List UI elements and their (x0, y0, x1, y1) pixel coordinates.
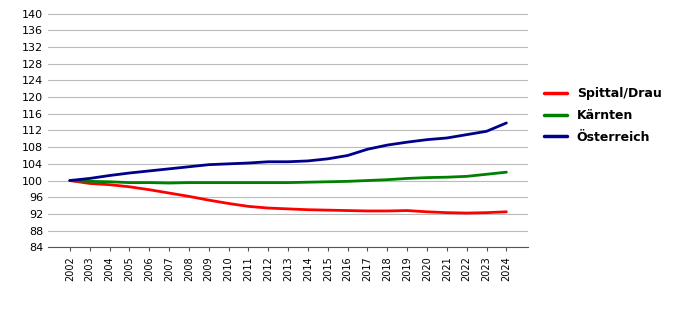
Österreich (224, 162, 233, 166)
Kärnten (482, 172, 490, 176)
Österreich (324, 157, 332, 161)
Österreich (204, 163, 213, 166)
Spittal/Drau (324, 208, 332, 212)
Österreich (66, 178, 74, 182)
Kärnten (364, 178, 372, 182)
Kärnten (403, 177, 412, 180)
Österreich (482, 129, 490, 133)
Österreich (383, 143, 392, 147)
Spittal/Drau (106, 183, 114, 187)
Spittal/Drau (403, 209, 412, 212)
Kärnten (224, 181, 233, 184)
Spittal/Drau (145, 188, 154, 191)
Line: Spittal/Drau: Spittal/Drau (70, 180, 506, 213)
Spittal/Drau (344, 209, 352, 212)
Spittal/Drau (304, 208, 312, 212)
Spittal/Drau (244, 204, 252, 208)
Österreich (145, 169, 154, 173)
Spittal/Drau (224, 202, 233, 205)
Kärnten (244, 181, 252, 184)
Österreich (284, 160, 292, 164)
Kärnten (442, 175, 451, 179)
Kärnten (304, 180, 312, 184)
Österreich (403, 140, 412, 144)
Österreich (344, 154, 352, 158)
Österreich (304, 159, 312, 163)
Kärnten (204, 181, 213, 184)
Kärnten (264, 181, 272, 184)
Spittal/Drau (66, 178, 74, 182)
Österreich (462, 133, 471, 137)
Kärnten (502, 170, 510, 174)
Spittal/Drau (204, 198, 213, 202)
Spittal/Drau (86, 182, 94, 185)
Spittal/Drau (185, 194, 193, 198)
Spittal/Drau (264, 206, 272, 210)
Spittal/Drau (442, 211, 451, 215)
Legend: Spittal/Drau, Kärnten, Österreich: Spittal/Drau, Kärnten, Österreich (539, 82, 667, 149)
Spittal/Drau (165, 191, 173, 195)
Österreich (244, 161, 252, 165)
Kärnten (284, 181, 292, 184)
Kärnten (423, 176, 431, 179)
Spittal/Drau (364, 209, 372, 213)
Spittal/Drau (482, 211, 490, 215)
Österreich (106, 174, 114, 178)
Spittal/Drau (284, 207, 292, 211)
Spittal/Drau (502, 210, 510, 214)
Kärnten (383, 178, 392, 182)
Line: Kärnten: Kärnten (70, 172, 506, 183)
Österreich (364, 147, 372, 151)
Kärnten (106, 180, 114, 184)
Spittal/Drau (423, 210, 431, 214)
Österreich (442, 136, 451, 140)
Österreich (264, 160, 272, 164)
Spittal/Drau (383, 209, 392, 213)
Kärnten (462, 174, 471, 178)
Österreich (86, 177, 94, 180)
Österreich (185, 165, 193, 169)
Österreich (126, 171, 134, 175)
Line: Österreich: Österreich (70, 123, 506, 180)
Kärnten (324, 180, 332, 184)
Kärnten (86, 179, 94, 183)
Kärnten (66, 178, 74, 182)
Österreich (423, 138, 431, 142)
Spittal/Drau (462, 211, 471, 215)
Österreich (165, 167, 173, 171)
Spittal/Drau (126, 185, 134, 189)
Kärnten (126, 181, 134, 184)
Kärnten (145, 181, 154, 184)
Österreich (502, 121, 510, 125)
Kärnten (185, 181, 193, 184)
Kärnten (165, 181, 173, 185)
Kärnten (344, 179, 352, 183)
